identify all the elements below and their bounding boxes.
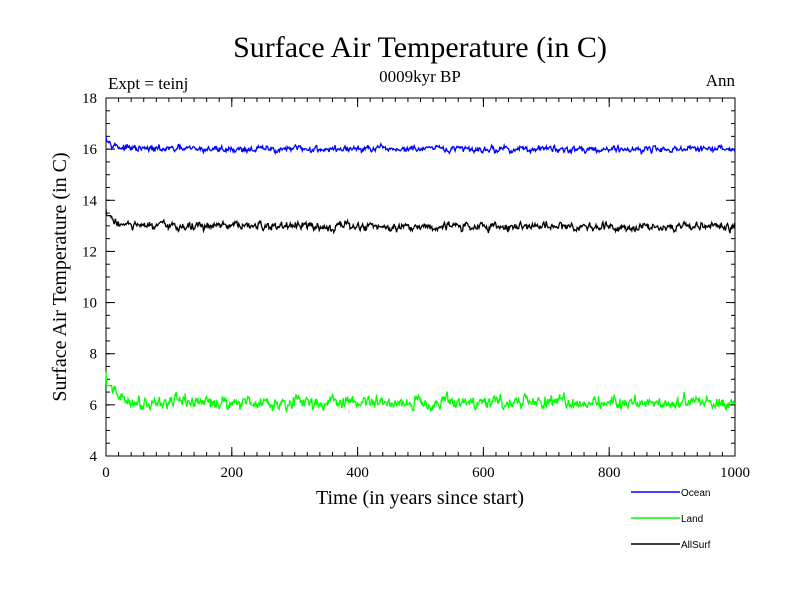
legend-label-allsurf: AllSurf: [681, 540, 711, 551]
season-label: Ann: [706, 71, 736, 90]
y-tick-label: 18: [82, 91, 97, 107]
legend-label-land: Land: [681, 514, 703, 525]
legend: Ocean Land AllSurf: [631, 488, 711, 551]
x-axis-label: Time (in years since start): [316, 487, 524, 509]
y-tick-label: 16: [82, 142, 98, 158]
x-tick-label: 400: [346, 465, 369, 481]
x-tick-label: 0: [102, 465, 110, 481]
chart-subtitle: 0009kyr BP: [379, 67, 461, 86]
series-line-land: [105, 371, 736, 413]
x-tick-label: 600: [472, 465, 495, 481]
y-tick-label: 12: [82, 244, 97, 260]
experiment-label: Expt = teinj: [108, 74, 188, 93]
series-line-ocean: [105, 135, 736, 156]
x-tick-label: 200: [221, 465, 244, 481]
y-tick-label: 8: [90, 347, 98, 363]
series-line-allsurf: [105, 209, 736, 235]
axis-ticks: 4 6 8 10 12 14 16 18 0 200 400 600 800 1000: [82, 91, 750, 481]
chart-title: Surface Air Temperature (in C): [233, 31, 607, 64]
y-tick-label: 14: [82, 193, 98, 209]
y-tick-label: 6: [90, 398, 98, 414]
y-axis-label: Surface Air Temperature (in C): [49, 152, 71, 401]
y-tick-label: 10: [82, 296, 97, 312]
x-tick-label: 1000: [720, 465, 750, 481]
x-tick-label: 800: [598, 465, 621, 481]
y-tick-label: 4: [90, 449, 98, 465]
series-group: [105, 135, 736, 413]
legend-label-ocean: Ocean: [681, 488, 710, 499]
